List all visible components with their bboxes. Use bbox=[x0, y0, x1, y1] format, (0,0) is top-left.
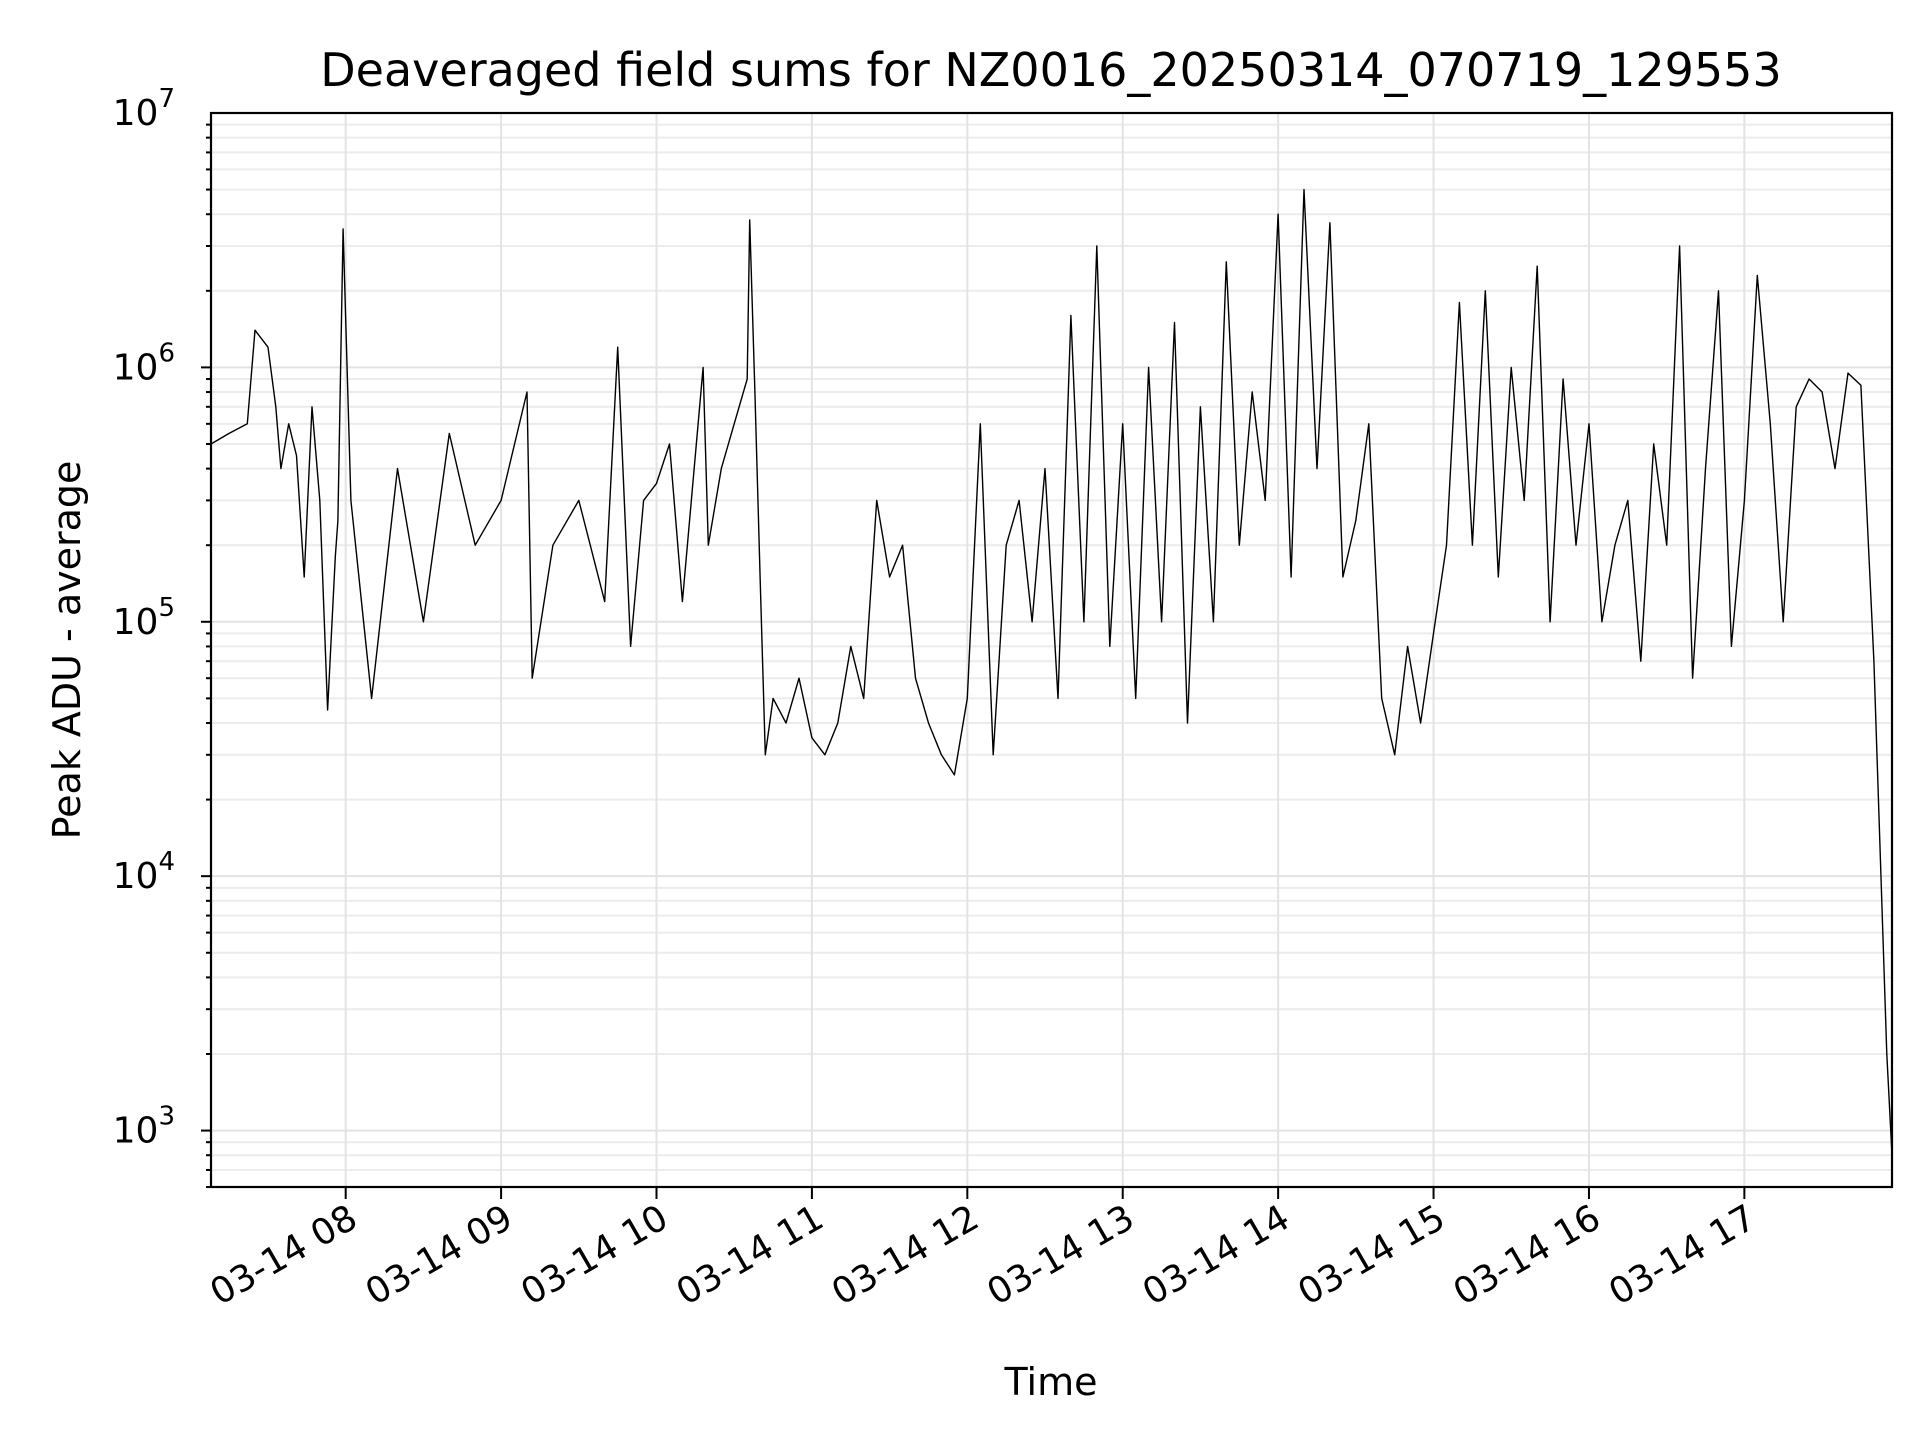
chart-title: Deaveraged field sums for NZ0016_2025031… bbox=[320, 43, 1781, 97]
y-tick-label: 103 bbox=[113, 1102, 175, 1152]
y-tick-label: 104 bbox=[113, 847, 175, 897]
plot-frame bbox=[209, 111, 1894, 1189]
series-layer bbox=[210, 188, 1893, 1156]
x-axis-label: Time bbox=[1004, 1360, 1098, 1404]
y-tick-label: 106 bbox=[113, 338, 175, 388]
grid bbox=[211, 113, 1892, 1188]
y-tick-label: 105 bbox=[113, 593, 175, 643]
series-line bbox=[210, 188, 1893, 1156]
y-axis-label: Peak ADU - average bbox=[45, 461, 89, 840]
y-tick-label: 107 bbox=[113, 84, 175, 134]
